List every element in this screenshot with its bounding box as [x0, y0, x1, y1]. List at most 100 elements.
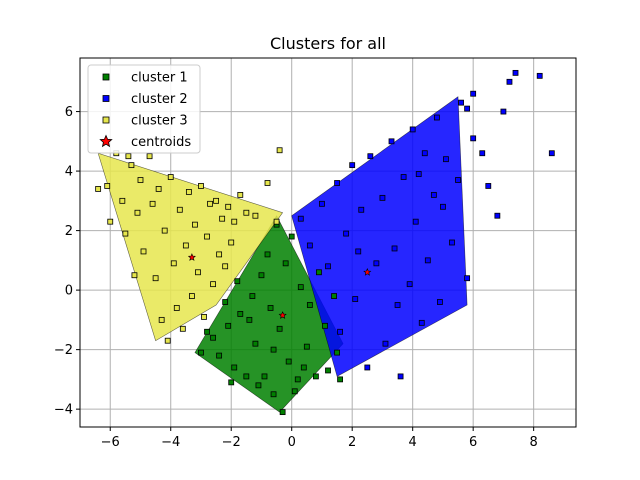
cluster-2-point	[494, 212, 501, 219]
x-tick-label: −4	[161, 435, 180, 450]
cluster-1-point	[264, 251, 271, 258]
cluster-1-point	[225, 322, 232, 329]
cluster-3-point	[201, 313, 207, 320]
cluster-1-point	[255, 382, 262, 389]
cluster-1-point	[276, 325, 283, 332]
cluster-3-point	[185, 189, 192, 195]
cluster-1-point	[237, 311, 244, 317]
cluster-2-point	[485, 183, 492, 189]
cluster-3-point	[276, 147, 283, 154]
cluster-2-point	[382, 340, 389, 347]
cluster-2-point	[449, 239, 455, 246]
cluster-1-point	[285, 358, 292, 365]
cluster-2-point	[415, 171, 422, 177]
legend-marker-cluster-3	[102, 116, 110, 124]
cluster-3-point	[140, 248, 147, 255]
y-tick-label: −2	[54, 343, 73, 358]
x-tick-label: 0	[288, 435, 296, 450]
cluster-3-point	[179, 325, 186, 332]
cluster-2-point	[397, 373, 404, 380]
cluster-2-point	[334, 180, 340, 186]
cluster-2-point	[548, 150, 555, 157]
cluster-1-point	[228, 379, 235, 386]
cluster-2-point	[443, 156, 449, 163]
cluster-2-point	[464, 105, 471, 112]
cluster-2-point	[418, 319, 425, 326]
cluster-2-point	[358, 206, 365, 213]
cluster-3-point	[152, 275, 159, 282]
y-tick-label: −4	[54, 403, 73, 418]
cluster-1-point	[297, 284, 304, 291]
cluster-2-point	[352, 296, 359, 302]
centroids-point	[278, 311, 287, 319]
cluster-2-point	[349, 162, 356, 169]
cluster-1-point	[216, 352, 223, 359]
y-tick-label: 0	[65, 284, 73, 299]
cluster-2-point	[355, 248, 362, 255]
centroids-point	[363, 268, 372, 276]
cluster-1-point	[270, 346, 277, 353]
y-tick-label: 2	[65, 224, 73, 239]
cluster-1-point	[334, 349, 340, 356]
cluster-1-point	[303, 343, 310, 350]
y-axis-ticks: −4 −2 0 2 4 6	[54, 105, 80, 418]
cluster-3-point	[119, 197, 126, 204]
cluster-3-point	[228, 239, 235, 246]
cluster-1-point	[300, 364, 307, 371]
cluster-1-point	[316, 269, 322, 276]
cluster-1-point	[270, 391, 277, 398]
cluster-3-point	[210, 281, 216, 288]
cluster-1-point	[243, 373, 250, 380]
axes-frame	[79, 57, 577, 428]
cluster-1-point	[231, 364, 238, 371]
x-tick-label: 8	[530, 435, 538, 450]
cluster-1-point	[258, 272, 265, 279]
cluster-3-point	[146, 153, 153, 160]
cluster-1-point	[267, 305, 274, 311]
cluster-3-point	[104, 183, 111, 189]
legend: cluster 1 cluster 2 cluster 3 centroids	[87, 64, 201, 154]
cluster-1-point	[291, 388, 298, 395]
cluster-2-point	[367, 153, 374, 160]
cluster-1-point	[261, 373, 268, 380]
legend-marker-cluster-2	[102, 95, 110, 102]
cluster-3-point	[195, 269, 201, 276]
cluster-2-point	[512, 69, 519, 76]
cluster-3-point	[158, 316, 165, 323]
cluster-3-point	[225, 203, 232, 210]
cluster-3-point	[189, 293, 195, 299]
cluster-3-point	[264, 180, 271, 186]
cluster-1-point	[210, 334, 216, 341]
cluster-2-point	[409, 126, 416, 133]
cluster-2-point	[479, 150, 486, 157]
cluster-2-point	[424, 257, 431, 264]
x-tick-label: 4	[409, 435, 417, 450]
legend-label-cluster-3: cluster 3	[131, 114, 188, 129]
cluster-3-point	[192, 221, 198, 228]
cluster-3-point	[219, 215, 226, 222]
cluster-1-point	[279, 409, 286, 416]
cluster-2-point	[470, 135, 477, 142]
cluster-2-point	[400, 174, 407, 180]
cluster-2-point	[536, 72, 543, 79]
cluster-3-point	[243, 209, 250, 216]
cluster-1-point	[288, 233, 295, 240]
cluster-3-point	[128, 162, 135, 169]
cluster-3-point	[207, 200, 213, 207]
y-tick-label: 6	[65, 105, 73, 120]
x-tick-label: −6	[101, 435, 120, 450]
legend-label-cluster-2: cluster 2	[131, 92, 188, 107]
cluster-regions	[97, 96, 468, 413]
cluster-2-point	[433, 114, 440, 121]
cluster-2-point	[343, 230, 350, 237]
data-points	[95, 69, 555, 416]
cluster-2-point	[379, 194, 386, 201]
cluster-2-point	[394, 302, 401, 308]
cluster-1-point	[249, 293, 256, 299]
cluster-3-region	[97, 152, 284, 342]
cluster-2-point	[464, 275, 471, 282]
cluster-2-point	[500, 108, 507, 115]
legend-box	[87, 64, 201, 154]
cluster-3-point	[131, 272, 138, 279]
cluster-2-point	[297, 215, 304, 222]
